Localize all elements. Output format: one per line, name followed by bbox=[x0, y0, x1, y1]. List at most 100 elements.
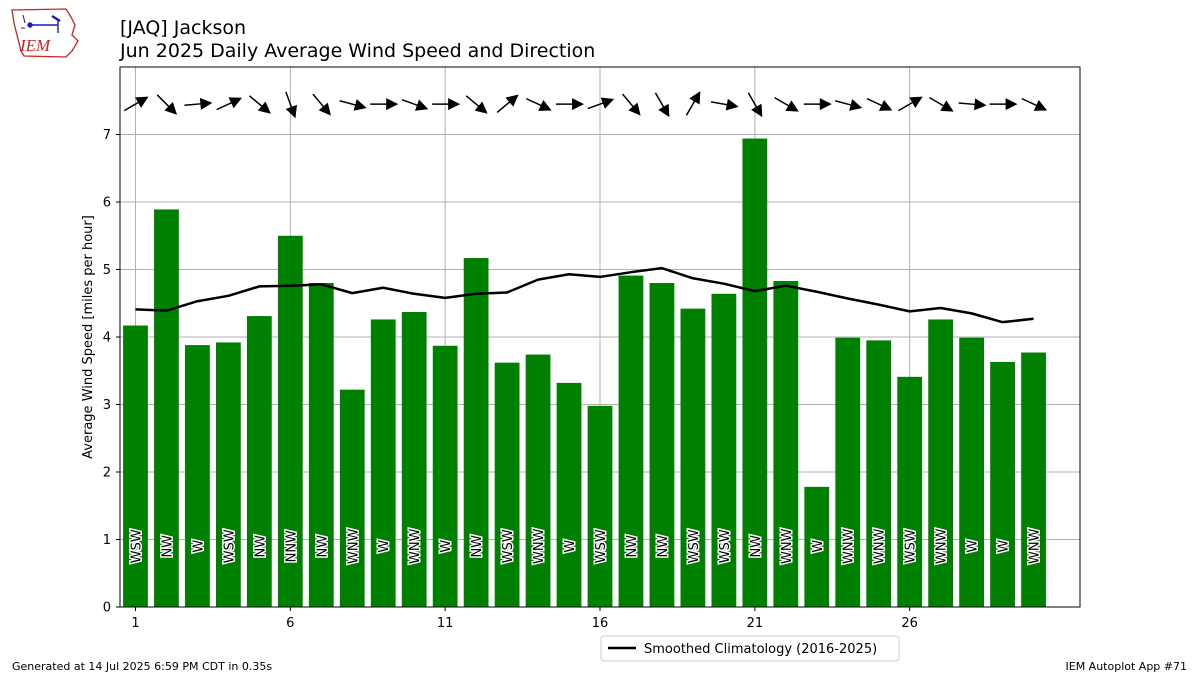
wind-arrow-head bbox=[199, 97, 213, 110]
wind-arrow-shaft bbox=[710, 101, 729, 106]
bar bbox=[339, 389, 365, 607]
wind-arrow-head bbox=[414, 99, 429, 111]
y-tick-label: 7 bbox=[103, 128, 111, 143]
y-tick-label: 1 bbox=[103, 533, 111, 548]
bar bbox=[432, 345, 458, 607]
wind-arrow bbox=[958, 98, 987, 111]
y-tick-label: 2 bbox=[103, 466, 111, 481]
wind-arrow bbox=[156, 94, 178, 115]
wind-arrow-shaft bbox=[465, 95, 481, 108]
direction-label: WNW bbox=[935, 528, 950, 564]
wind-arrow-shaft bbox=[248, 95, 264, 108]
wind-arrow-shaft bbox=[123, 100, 141, 112]
wind-arrow-shaft bbox=[216, 101, 234, 111]
wind-arrow bbox=[866, 97, 893, 111]
bar bbox=[897, 376, 923, 607]
x-tick-label: 1 bbox=[131, 616, 139, 631]
wind-arrow bbox=[496, 94, 519, 114]
wind-arrow bbox=[898, 96, 923, 112]
direction-label: WSW bbox=[594, 529, 609, 563]
direction-label: W bbox=[439, 540, 454, 553]
wind-arrow bbox=[525, 97, 552, 111]
y-tick-label: 6 bbox=[103, 196, 111, 211]
wind-arrow-head bbox=[318, 102, 331, 116]
logo-text: IEM bbox=[19, 36, 51, 55]
direction-label: NW bbox=[625, 535, 640, 558]
wind-arrow-head bbox=[572, 98, 585, 111]
wind-arrow bbox=[123, 96, 149, 112]
direction-label: WNW bbox=[1028, 528, 1043, 564]
direction-label: NW bbox=[749, 535, 764, 558]
wind-arrow-shaft bbox=[834, 100, 853, 107]
wind-arrow bbox=[774, 96, 799, 112]
direction-label: W bbox=[811, 540, 826, 553]
wind-arrow-head bbox=[751, 103, 763, 118]
direction-label: W bbox=[191, 540, 206, 553]
wind-arrow bbox=[989, 98, 1018, 111]
x-tick-label: 16 bbox=[592, 616, 609, 631]
wind-arrow bbox=[339, 99, 367, 111]
direction-label: WNW bbox=[346, 528, 361, 564]
bar bbox=[618, 275, 644, 607]
wind-arrow bbox=[834, 99, 863, 111]
direction-label: WSW bbox=[687, 529, 702, 563]
wind-arrow bbox=[587, 97, 615, 110]
wind-arrow-head bbox=[505, 94, 519, 107]
legend: Smoothed Climatology (2016-2025) bbox=[600, 635, 900, 662]
wind-arrow-head bbox=[785, 100, 799, 112]
direction-label: WNW bbox=[532, 528, 547, 564]
wind-arrow-head bbox=[228, 97, 242, 109]
x-tick-label: 21 bbox=[747, 616, 764, 631]
wind-arrow-shaft bbox=[184, 102, 203, 107]
bar bbox=[835, 337, 861, 607]
wind-arrow bbox=[370, 98, 399, 111]
y-axis-ticks: 0 1 2 3 4 5 6 7 bbox=[103, 128, 120, 616]
direction-label: WSW bbox=[904, 529, 919, 563]
direction-label: W bbox=[997, 540, 1012, 553]
direction-label: NNW bbox=[284, 530, 299, 562]
wind-arrow-shaft bbox=[339, 100, 358, 107]
wind-arrow-head bbox=[538, 99, 552, 111]
direction-label: WSW bbox=[129, 529, 144, 563]
bar bbox=[649, 283, 675, 607]
bar bbox=[680, 308, 706, 607]
direction-label: WSW bbox=[222, 529, 237, 563]
climatology-series-line bbox=[135, 266, 1034, 324]
wind-arrow bbox=[710, 98, 739, 111]
wind-arrow-shaft bbox=[929, 96, 946, 108]
wind-arrow bbox=[803, 98, 832, 111]
wind-arrow-shaft bbox=[525, 97, 543, 107]
wind-arrow-head bbox=[386, 98, 399, 111]
wind-arrow bbox=[685, 91, 701, 116]
wind-arrow bbox=[184, 97, 213, 110]
wind-arrow-head bbox=[1005, 98, 1018, 111]
bar bbox=[711, 293, 737, 607]
wind-arrow-head bbox=[878, 99, 893, 111]
direction-label: NW bbox=[160, 535, 175, 558]
direction-label: WSW bbox=[718, 529, 733, 563]
wind-arrow-shaft bbox=[898, 100, 915, 112]
bars bbox=[123, 138, 1046, 608]
y-tick-label: 0 bbox=[103, 601, 111, 616]
bar bbox=[1021, 352, 1046, 607]
wind-arrow-head bbox=[257, 101, 271, 114]
wind-arrow-shaft bbox=[312, 93, 326, 109]
wind-arrow-shaft bbox=[622, 93, 635, 109]
bar bbox=[525, 354, 551, 607]
bar bbox=[401, 312, 427, 607]
wind-arrow bbox=[248, 95, 271, 114]
x-tick-label: 26 bbox=[901, 616, 918, 631]
wind-arrow-head bbox=[658, 103, 670, 118]
iem-logo: IEM bbox=[11, 8, 79, 58]
wind-arrow-head bbox=[353, 99, 367, 111]
bar bbox=[990, 361, 1015, 607]
wind-arrow bbox=[556, 98, 585, 111]
direction-label: W bbox=[563, 540, 578, 553]
x-tick-label: 6 bbox=[286, 616, 294, 631]
bar bbox=[742, 138, 768, 608]
legend-box bbox=[600, 635, 900, 662]
bar bbox=[928, 319, 954, 607]
bar bbox=[246, 316, 272, 607]
bar bbox=[123, 325, 148, 607]
